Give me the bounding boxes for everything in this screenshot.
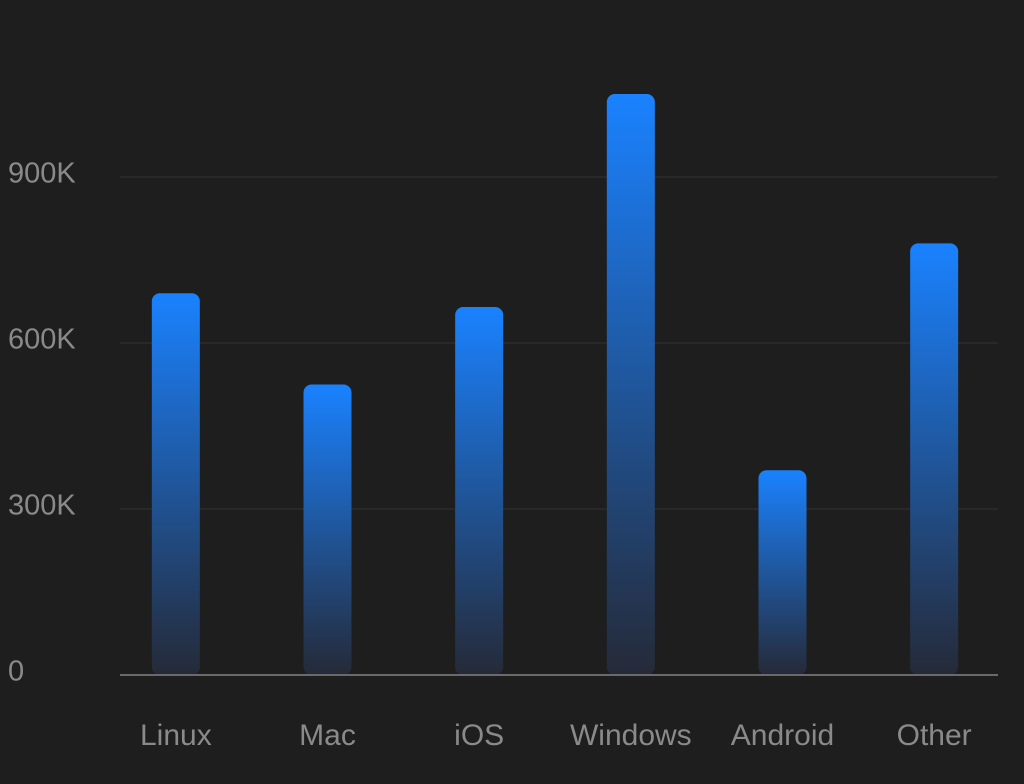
bar xyxy=(455,307,504,675)
bar xyxy=(303,384,352,675)
y-tick-label: 600K xyxy=(8,324,76,356)
bar xyxy=(606,94,655,675)
x-tick-label: Linux xyxy=(140,719,212,752)
bar xyxy=(758,470,807,675)
bar xyxy=(910,243,959,675)
x-tick-label: Other xyxy=(897,719,972,752)
x-tick-label: Windows xyxy=(570,719,692,752)
bar xyxy=(151,293,200,675)
y-tick-label: 0 xyxy=(8,656,24,688)
x-tick-label: iOS xyxy=(454,719,504,752)
x-tick-label: Android xyxy=(731,719,834,752)
x-tick-label: Mac xyxy=(299,719,356,752)
y-tick-label: 300K xyxy=(8,490,76,522)
y-tick-label: 900K xyxy=(8,158,76,190)
